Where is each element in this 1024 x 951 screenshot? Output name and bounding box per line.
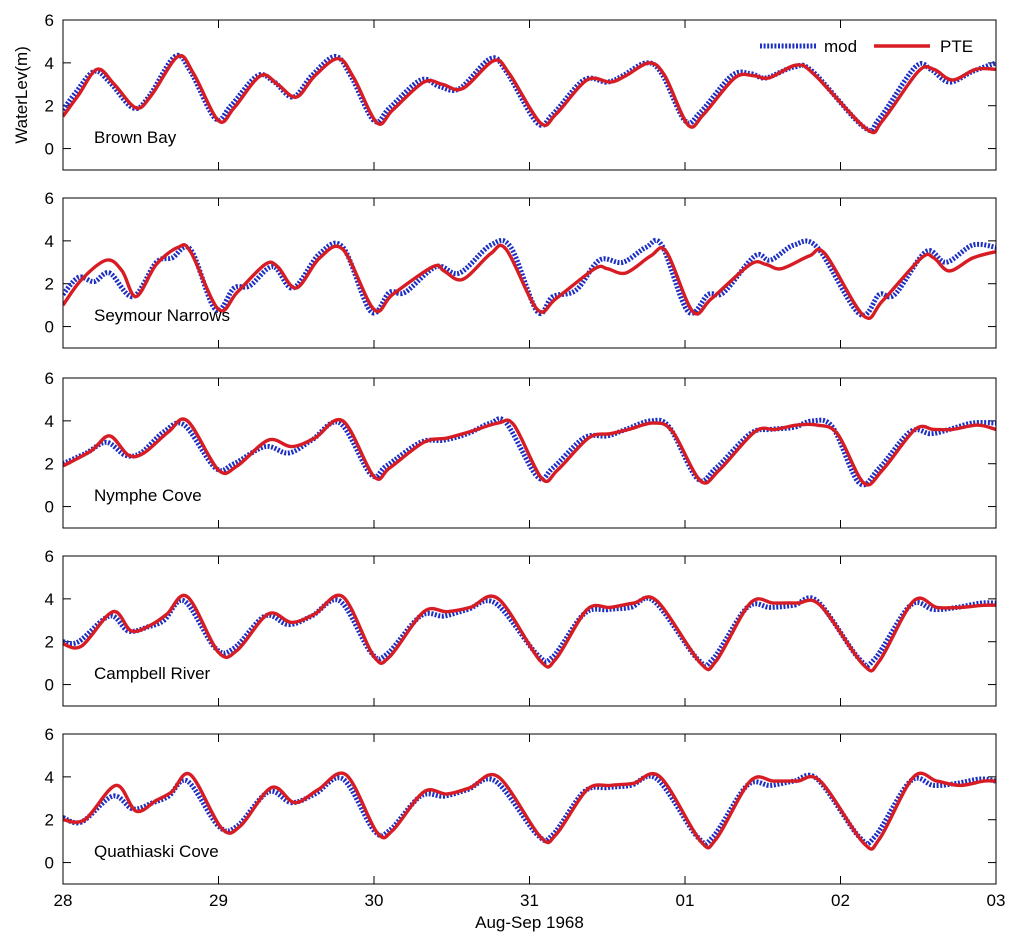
station-label: Quathiaski Cove	[94, 842, 219, 861]
x-tick-label: 30	[365, 891, 384, 910]
station-label: Brown Bay	[94, 128, 177, 147]
y-axis-title: WaterLev(m)	[12, 46, 31, 144]
y-tick-label: 6	[45, 547, 54, 566]
panel-seymour-narrows: 0 2 4 6 Seymour Narrows	[45, 189, 997, 349]
panel-frame	[62, 377, 997, 529]
x-tick-label: 03	[987, 891, 1006, 910]
y-tick-label: 0	[45, 140, 54, 159]
y-tick-label: 0	[45, 854, 54, 873]
y-tick-label: 2	[45, 633, 54, 652]
legend-label-mod: mod	[824, 37, 857, 56]
y-tick-label: 4	[45, 232, 54, 251]
y-tick-label: 4	[45, 54, 54, 73]
y-tick-label: 2	[45, 455, 54, 474]
y-tick-label: 6	[45, 189, 54, 208]
series-line-mod	[63, 772, 996, 847]
panel-frame	[62, 733, 997, 885]
panel-frame	[62, 19, 997, 171]
station-label: Nymphe Cove	[94, 486, 202, 505]
y-tick-label: 2	[45, 97, 54, 116]
y-tick-label: 4	[45, 768, 54, 787]
series-line-pte	[63, 417, 996, 487]
x-tick-label: 29	[209, 891, 228, 910]
panel-campbell-river: 0 2 4 6 Campbell River	[45, 547, 997, 707]
y-tick-label: 0	[45, 498, 54, 517]
legend: mod PTE	[760, 37, 973, 56]
y-tick-label: 2	[45, 275, 54, 294]
y-tick-label: 2	[45, 811, 54, 830]
y-tick-label: 6	[45, 725, 54, 744]
panel-frame	[62, 555, 997, 707]
series-line-mod	[63, 237, 996, 318]
series-line-pte	[63, 593, 996, 673]
series-line-pte	[63, 771, 996, 851]
x-axis-title: Aug-Sep 1968	[475, 913, 584, 932]
series-group	[63, 416, 996, 488]
y-tick-label: 4	[45, 412, 54, 431]
panel-frame	[62, 197, 997, 349]
x-tick-label: 28	[54, 891, 73, 910]
plot-area	[63, 198, 996, 348]
series-line-pte	[63, 243, 996, 320]
series-group	[63, 771, 996, 851]
y-tick-label: 6	[45, 11, 54, 30]
station-label: Seymour Narrows	[94, 306, 230, 325]
x-tick-label: 01	[676, 891, 695, 910]
x-tick-label: 31	[520, 891, 539, 910]
series-line-pte	[63, 54, 996, 135]
y-tick-label: 0	[45, 318, 54, 337]
panel-brown-bay: 0 2 4 6 Brown Bay WaterLev(m)	[12, 11, 997, 171]
series-line-mod	[63, 416, 996, 488]
plot-area	[63, 734, 996, 884]
plot-area	[63, 20, 996, 170]
y-tick-label: 0	[45, 676, 54, 695]
x-tick-label: 02	[831, 891, 850, 910]
y-tick-label: 6	[45, 369, 54, 388]
panel-nymphe-cove: 0 2 4 6 Nymphe Cove	[45, 369, 997, 529]
series-group	[63, 237, 996, 320]
y-tick-label: 4	[45, 590, 54, 609]
legend-label-pte: PTE	[940, 37, 973, 56]
series-group	[63, 593, 996, 673]
series-group	[63, 52, 996, 135]
station-label: Campbell River	[94, 664, 211, 683]
